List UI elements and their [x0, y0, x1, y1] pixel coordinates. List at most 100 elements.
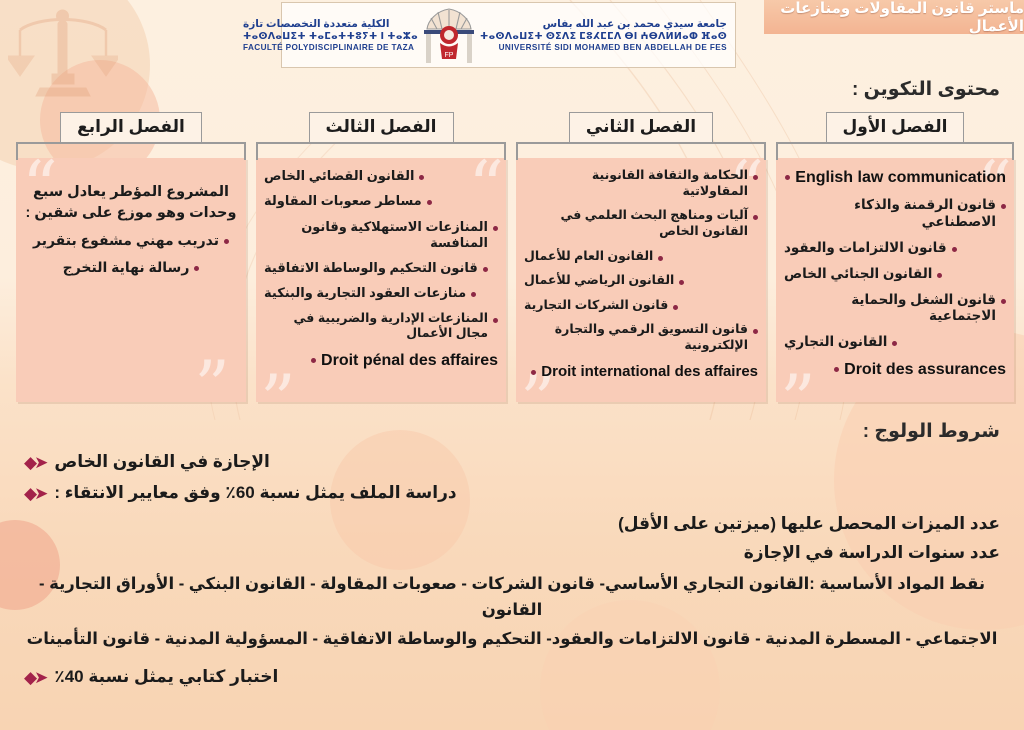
term-item-label: Droit international des affaires [541, 362, 758, 380]
bullet-dot-icon [658, 255, 664, 261]
term-column-2: الفصل الثاني “ ” الحكامة والثقافة القانو… [516, 112, 766, 402]
list-item: Droit international des affaires [524, 363, 758, 382]
term-item-label: قانون الالتزامات والعقود [784, 239, 947, 255]
bullet-dot-icon [493, 225, 498, 231]
bullet-dot-icon [426, 200, 432, 206]
term-item-list-2: الحكامة والثقافة القانونية المقاولاتية آ… [524, 168, 758, 381]
list-item: قانون الرقمنة والذكاء الاصطناعي [784, 197, 1006, 231]
university-name-tifinagh: ⵜⴰⵙⴷⴰⵡⵉⵜ ⵙⵉⴷⵉ ⵎⵓⵃⵎⵎⴷ ⴱⵏ ⵄⴱⴷⵍⵍⴰⵀ ⴼⴰⵙ [480, 31, 727, 42]
core-subjects-line-2: الاجتماعي - المسطرة المدنية - قانون الال… [26, 630, 998, 649]
faculty-name-french: FACULTÉ POLYDISCIPLINAIRE DE TAZA [243, 43, 415, 52]
bullet-dot-icon [1001, 298, 1006, 304]
term-item-label: رسالة نهاية التخرج [62, 258, 190, 275]
diamond-chevron-icon: ➤◆ [24, 484, 48, 503]
term-item-list-1: English law communication قانون الرقمنة … [784, 168, 1006, 380]
list-item: منازعات العقود التجارية والبنكية [264, 285, 498, 301]
bullet-dot-icon [471, 292, 477, 298]
access-bullet-row: دراسة الملف يمثل نسبة 60٪ وفق معايير الا… [0, 483, 1024, 503]
bullet-dot-icon [531, 369, 537, 375]
bullet-dot-icon [937, 272, 943, 278]
bullet-dot-icon [753, 215, 758, 221]
term-column-4: الفصل الرابع “ ” المشروع المؤطر يعادل سب… [16, 112, 246, 402]
access-conditions-container: الإجازة في القانون الخاص ➤◆ دراسة الملف … [0, 452, 1024, 698]
list-item: القانون القضائي الخاص [264, 168, 498, 184]
bullet-dot-icon [785, 175, 791, 180]
bullet-dot-icon [753, 329, 758, 335]
term-bracket-3 [256, 142, 506, 160]
term-intro-text: المشروع المؤطر يعادل سبع وحدات وهو موزع … [25, 184, 237, 222]
access-bullet-row: اختبار كتابي يمثل نسبة 40٪ ➤◆ [0, 667, 1024, 687]
bullet-dot-icon [834, 367, 840, 373]
bullet-dot-icon [482, 267, 488, 272]
access-bullet-label: دراسة الملف يمثل نسبة 60٪ وفق معايير الا… [54, 483, 457, 502]
university-logo-header: جامعة سيدي محمد بن عبد الله بفاس ⵜⴰⵙⴷⴰⵡⵉ… [243, 2, 736, 68]
term-item-label: المنازعات الإدارية والضريبية في مجال الأ… [293, 310, 488, 341]
term-item-label: قانون التسويق الرقمي والتجارة الإلكتروني… [554, 322, 748, 352]
list-item: Droit pénal des affaires [264, 351, 498, 371]
faculty-name-tifinagh: ⵜⴰⵙⴷⴰⵡⵉⵜ ⵜⴰⵎⴰⵜⵜⵓⵢⵜ ⵏ ⵜⴰⵣⴰ [243, 31, 419, 42]
morocco-university-crest-icon: FP [418, 5, 480, 65]
term-item-label: منازعات العقود التجارية والبنكية [264, 285, 467, 301]
term-tab-1[interactable]: الفصل الأول [825, 112, 965, 143]
term-column-3: الفصل الثالث “ ” القانون القضائي الخاص م… [256, 112, 506, 402]
list-item: القانون التجاري [784, 334, 1006, 351]
bullet-dot-icon [311, 357, 317, 363]
bullet-dot-icon [224, 239, 229, 245]
university-name-french: UNIVERSITÉ SIDI MOHAMED BEN ABDELLAH DE … [498, 43, 727, 52]
term-item-label: قانون التحكيم والوساطة الاتفاقية [264, 260, 478, 275]
term-card-2: “ ” الحكامة والثقافة القانونية المقاولات… [516, 158, 766, 402]
term-item-label: المنازعات الاستهلاكية وقانون المنافسة [301, 218, 488, 250]
bullet-dot-icon [673, 304, 679, 310]
term-card-4: “ ” المشروع المؤطر يعادل سبع وحدات وهو م… [16, 158, 246, 402]
bullet-dot-icon [951, 246, 957, 252]
term-item-list-4: تدريب مهني مشفوع بتقرير رسالة نهاية التخ… [24, 232, 238, 276]
term-column-1: الفصل الأول “ ” English law communicatio… [776, 112, 1014, 402]
list-item: قانون الشغل والحماية الاجتماعية [784, 292, 1006, 326]
logo-faculty-block: الكلية متعددة التخصصات تازة ⵜⴰⵙⴷⴰⵡⵉⵜ ⵜⴰⵎ… [243, 18, 418, 52]
term-card-1: “ ” English law communication قانون الرق… [776, 158, 1014, 402]
term-card-3: “ ” القانون القضائي الخاص مساطر صعوبات ا… [256, 158, 506, 402]
list-item: رسالة نهاية التخرج [24, 259, 238, 277]
term-item-label: القانون التجاري [784, 334, 888, 350]
content-section-heading: محتوى التكوين : [851, 79, 1000, 100]
written-exam-label: اختبار كتابي يمثل نسبة 40٪ [54, 666, 279, 686]
list-item: قانون الالتزامات والعقود [784, 240, 1006, 257]
list-item: English law communication [784, 168, 1006, 188]
access-criterion: عدد الميزات المحصل عليها (ميزتين على الأ… [618, 514, 1000, 533]
term-item-label: Droit des assurances [844, 361, 1006, 379]
term-item-label: القانون الرياضي للأعمال [524, 273, 675, 288]
term-bracket-4 [16, 142, 246, 160]
term-item-label: English law communication [795, 169, 1006, 186]
list-item: المنازعات الاستهلاكية وقانون المنافسة [264, 219, 498, 252]
list-item: Droit des assurances [784, 360, 1006, 380]
term-item-label: Droit pénal des affaires [321, 351, 498, 369]
term-item-label: الحكامة والثقافة القانونية المقاولاتية [591, 168, 748, 198]
logo-university-block: جامعة سيدي محمد بن عبد الله بفاس ⵜⴰⵙⴷⴰⵡⵉ… [480, 18, 727, 52]
list-item: القانون الجنائي الخاص [784, 266, 1006, 283]
list-item: قانون التحكيم والوساطة الاتفاقية [264, 260, 498, 276]
list-item: الحكامة والثقافة القانونية المقاولاتية [524, 168, 758, 199]
term-tab-3[interactable]: الفصل الثالث [308, 112, 454, 143]
term-tab-4[interactable]: الفصل الرابع [60, 112, 202, 143]
diamond-chevron-icon: ➤◆ [24, 667, 48, 687]
term-tab-2[interactable]: الفصل الثاني [568, 112, 714, 143]
list-item: المنازعات الإدارية والضريبية في مجال الأ… [264, 311, 498, 342]
access-criterion: عدد سنوات الدراسة في الإجازة [743, 543, 1000, 562]
term-item-label: قانون الشركات التجارية [524, 297, 669, 312]
list-item: مساطر صعوبات المقاولة [264, 193, 498, 209]
program-title-band: ماستر قانون المقاولات ومنازعات الأعمال [764, 0, 1024, 35]
list-item: قانون الشركات التجارية [524, 298, 758, 314]
list-item: القانون الرياضي للأعمال [524, 273, 758, 289]
faculty-name-arabic: الكلية متعددة التخصصات تازة [243, 18, 390, 30]
terms-container: الفصل الأول “ ” English law communicatio… [0, 112, 1024, 412]
list-item: القانون العام للأعمال [524, 249, 758, 265]
bullet-dot-icon [1001, 204, 1006, 209]
bullet-dot-icon [194, 265, 200, 271]
term-bracket-2 [516, 142, 766, 160]
term-item-label: القانون الجنائي الخاص [784, 265, 933, 281]
term-item-label: تدريب مهني مشفوع بتقرير [33, 232, 219, 249]
term-item-label: القانون العام للأعمال [524, 248, 654, 263]
list-item: آليات ومناهج البحث العلمي في القانون الخ… [524, 208, 758, 239]
access-bullet-row: الإجازة في القانون الخاص ➤◆ [0, 452, 1024, 472]
term-item-label: مساطر صعوبات المقاولة [264, 193, 422, 209]
